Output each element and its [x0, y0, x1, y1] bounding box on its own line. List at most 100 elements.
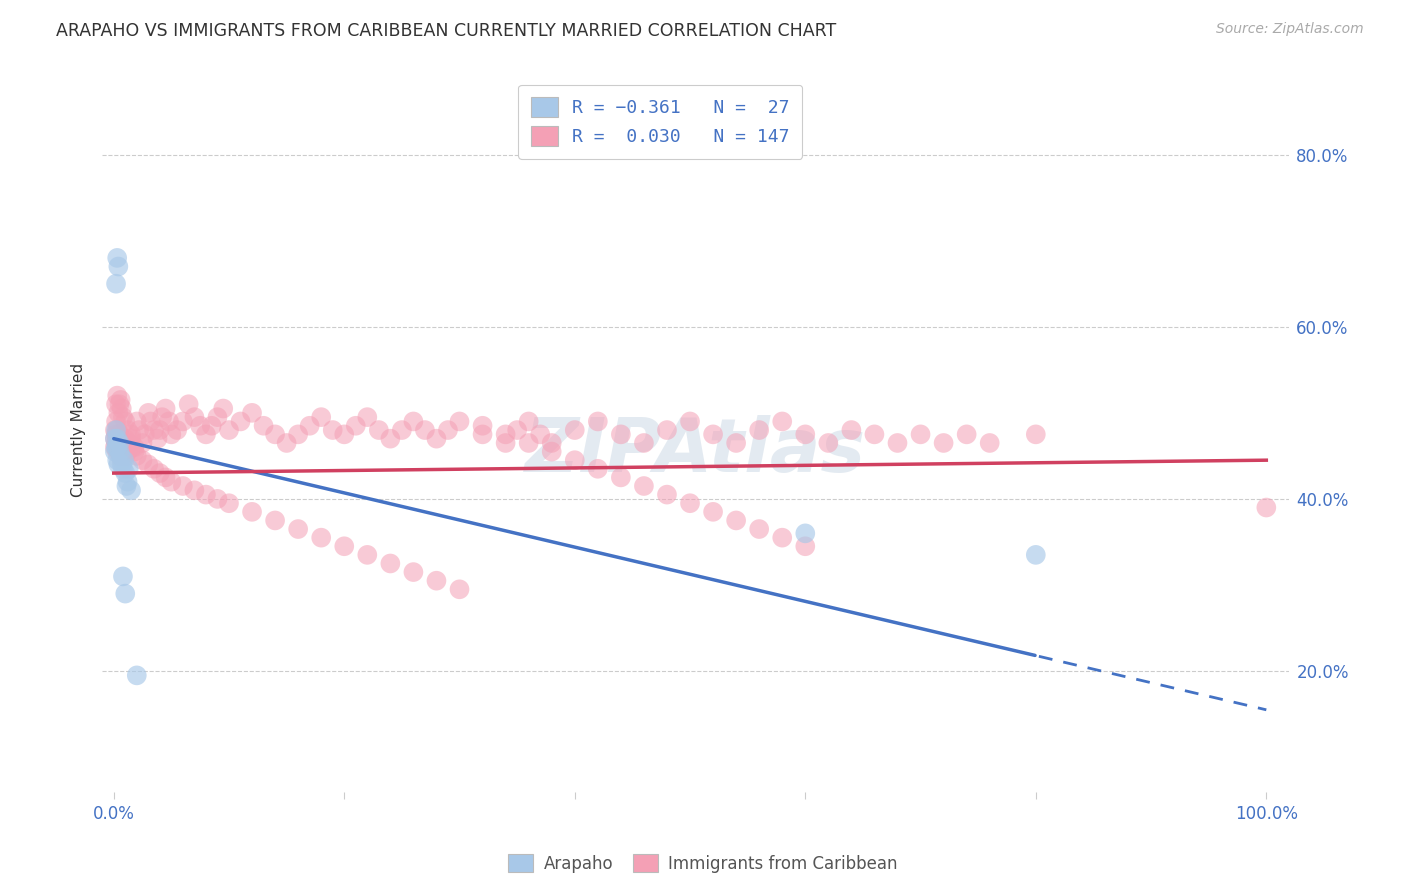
Point — [172, 479, 194, 493]
Point — [655, 488, 678, 502]
Point — [425, 574, 447, 588]
Point — [155, 401, 177, 416]
Point — [201, 418, 224, 433]
Point — [114, 432, 136, 446]
Point — [128, 423, 150, 437]
Point — [540, 436, 562, 450]
Point — [633, 479, 655, 493]
Point — [114, 586, 136, 600]
Point — [841, 423, 863, 437]
Point — [586, 414, 609, 428]
Point — [108, 444, 131, 458]
Text: Source: ZipAtlas.com: Source: ZipAtlas.com — [1216, 22, 1364, 37]
Point — [131, 453, 153, 467]
Point — [110, 436, 132, 450]
Point — [679, 496, 702, 510]
Point — [356, 548, 378, 562]
Point — [105, 432, 128, 446]
Point — [229, 414, 252, 428]
Point — [149, 423, 172, 437]
Point — [679, 414, 702, 428]
Point — [110, 392, 132, 407]
Point — [172, 414, 194, 428]
Point — [564, 423, 586, 437]
Point — [107, 406, 129, 420]
Point — [105, 251, 128, 265]
Point — [218, 423, 240, 437]
Point — [105, 423, 128, 437]
Text: ZIPAtlas: ZIPAtlas — [526, 416, 866, 488]
Point — [108, 436, 131, 450]
Point — [413, 423, 436, 437]
Point — [380, 557, 402, 571]
Point — [105, 277, 128, 291]
Point — [794, 539, 817, 553]
Point — [114, 414, 136, 428]
Point — [367, 423, 389, 437]
Point — [143, 462, 166, 476]
Point — [111, 410, 134, 425]
Point — [333, 427, 356, 442]
Point — [287, 522, 309, 536]
Point — [108, 444, 131, 458]
Point — [160, 427, 183, 442]
Point — [495, 427, 517, 442]
Point — [155, 470, 177, 484]
Point — [309, 531, 332, 545]
Point — [110, 449, 132, 463]
Point — [391, 423, 413, 437]
Point — [107, 260, 129, 274]
Point — [115, 479, 138, 493]
Point — [105, 397, 128, 411]
Point — [287, 427, 309, 442]
Point — [183, 410, 205, 425]
Point — [166, 423, 188, 437]
Point — [240, 505, 263, 519]
Point — [111, 444, 134, 458]
Point — [207, 491, 229, 506]
Point — [218, 496, 240, 510]
Point — [770, 531, 793, 545]
Point — [264, 513, 287, 527]
Point — [322, 423, 344, 437]
Point — [160, 475, 183, 489]
Point — [105, 436, 128, 450]
Point — [110, 449, 132, 463]
Point — [449, 582, 471, 597]
Point — [1025, 548, 1047, 562]
Point — [117, 444, 139, 458]
Point — [586, 462, 609, 476]
Point — [863, 427, 886, 442]
Point — [125, 449, 148, 463]
Point — [725, 513, 748, 527]
Point — [702, 427, 724, 442]
Point — [188, 418, 211, 433]
Point — [105, 427, 128, 442]
Point — [104, 440, 127, 454]
Legend: Arapaho, Immigrants from Caribbean: Arapaho, Immigrants from Caribbean — [502, 847, 904, 880]
Point — [105, 440, 128, 454]
Point — [194, 427, 217, 442]
Point — [517, 436, 540, 450]
Point — [517, 414, 540, 428]
Point — [118, 436, 141, 450]
Point — [956, 427, 979, 442]
Point — [748, 522, 770, 536]
Point — [194, 488, 217, 502]
Point — [105, 389, 128, 403]
Point — [104, 432, 127, 446]
Point — [112, 453, 135, 467]
Point — [118, 462, 141, 476]
Point — [107, 432, 129, 446]
Point — [252, 418, 274, 433]
Point — [794, 427, 817, 442]
Point — [886, 436, 908, 450]
Point — [212, 401, 235, 416]
Point — [121, 440, 143, 454]
Point — [264, 427, 287, 442]
Point — [425, 432, 447, 446]
Point — [114, 466, 136, 480]
Point — [108, 397, 131, 411]
Point — [111, 462, 134, 476]
Point — [114, 449, 136, 463]
